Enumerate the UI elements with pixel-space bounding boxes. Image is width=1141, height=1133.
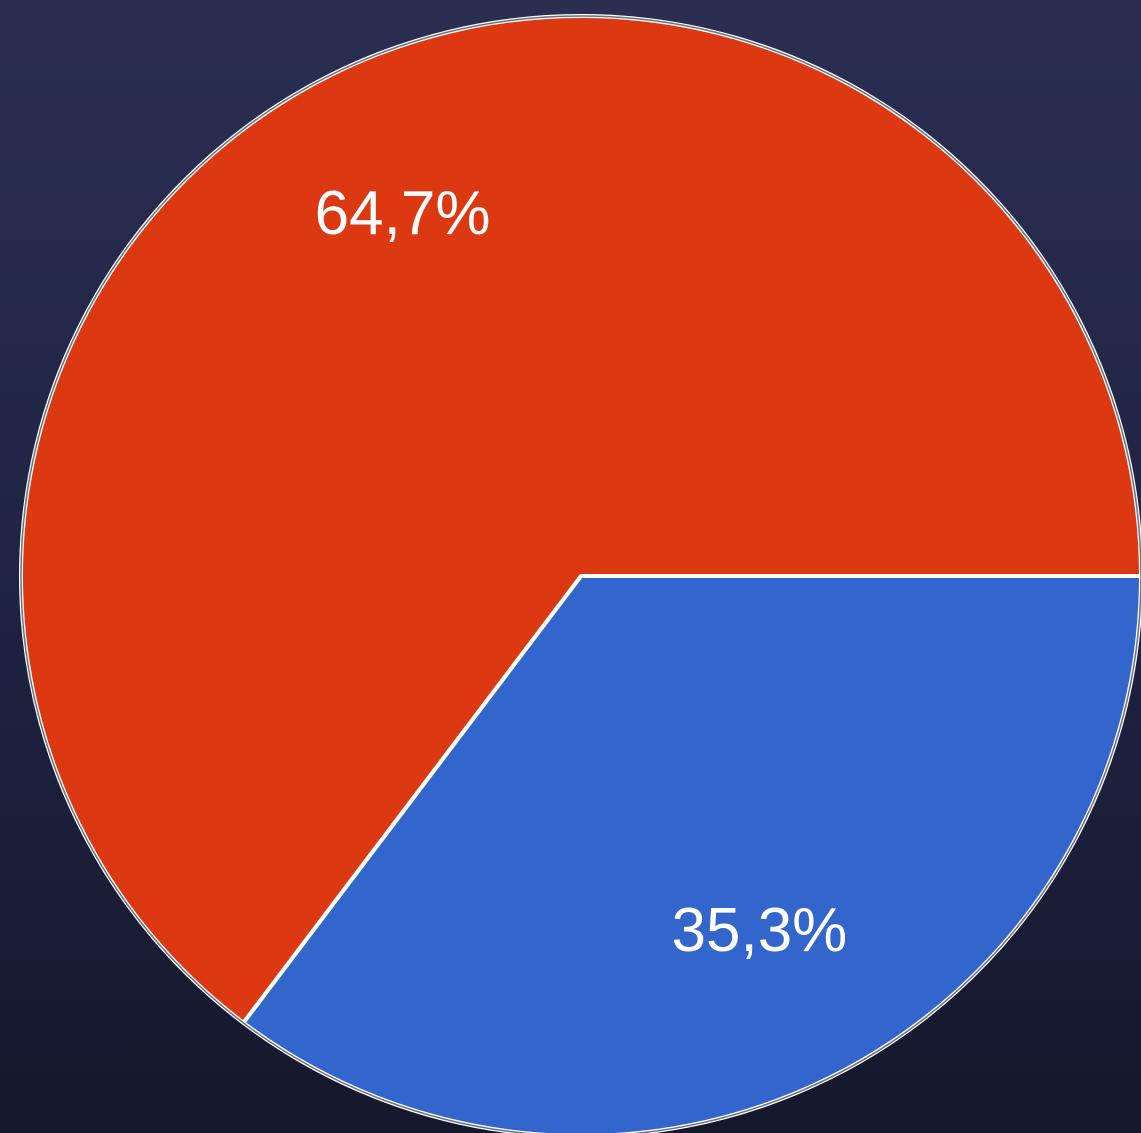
value-label: 64,7% (315, 179, 491, 248)
pie (19, 14, 1141, 1133)
pie-outline (20, 15, 1141, 1133)
value-label: 35,3% (672, 896, 848, 965)
pie-labels: 35,3% 64,7% (315, 179, 848, 965)
